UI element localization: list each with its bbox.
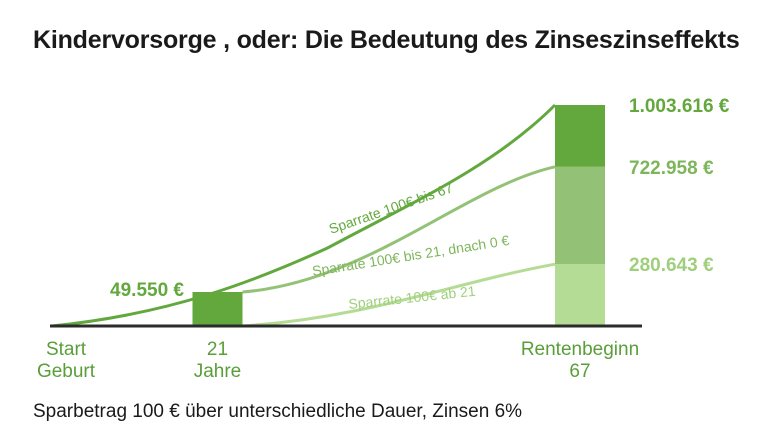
x-tick-67-line-2: 67 xyxy=(569,361,590,382)
series-label-sparrate-ab-21: Sparrate 100€ ab 21 xyxy=(348,283,477,312)
chart-caption: Sparbetrag 100 € über unterschiedliche D… xyxy=(33,401,523,422)
value-label-final-bis-21: 722.958 € xyxy=(629,158,714,179)
x-tick-start-line-2: Geburt xyxy=(37,361,96,382)
series-line-sparrate-bis-67 xyxy=(51,103,557,328)
bar-67-segment-dark xyxy=(555,105,605,167)
series-label-sparrate-bis-67: Sparrate 100€ bis 67 xyxy=(327,179,455,237)
x-tick-67-line-1: Rentenbeginn xyxy=(521,339,639,360)
series-line-sparrate-bis-21 xyxy=(242,165,556,294)
bar-67-segment-mid xyxy=(555,166,605,265)
series-label-sparrate-bis-21: Sparrate 100€ bis 21, dnach 0 € xyxy=(311,232,511,279)
x-tick-21: 21 Jahre xyxy=(194,339,242,382)
x-tick-21-line-2: Jahre xyxy=(194,361,242,382)
x-tick-21-line-1: 21 xyxy=(207,339,228,360)
bar-67-segment-light xyxy=(555,264,605,326)
x-tick-67: Rentenbeginn 67 xyxy=(521,339,639,382)
value-label-21: 49.550 € xyxy=(110,280,184,301)
series-line-sparrate-ab-21 xyxy=(242,262,556,328)
chart-title: Kindervorsorge , oder: Die Bedeutung des… xyxy=(33,26,740,54)
bar-67 xyxy=(555,105,605,326)
value-label-final-bis-67: 1.003.616 € xyxy=(629,96,730,117)
x-tick-start: Start Geburt xyxy=(37,339,96,382)
x-tick-start-line-1: Start xyxy=(46,339,87,360)
value-label-final-ab-21: 280.643 € xyxy=(629,255,714,276)
